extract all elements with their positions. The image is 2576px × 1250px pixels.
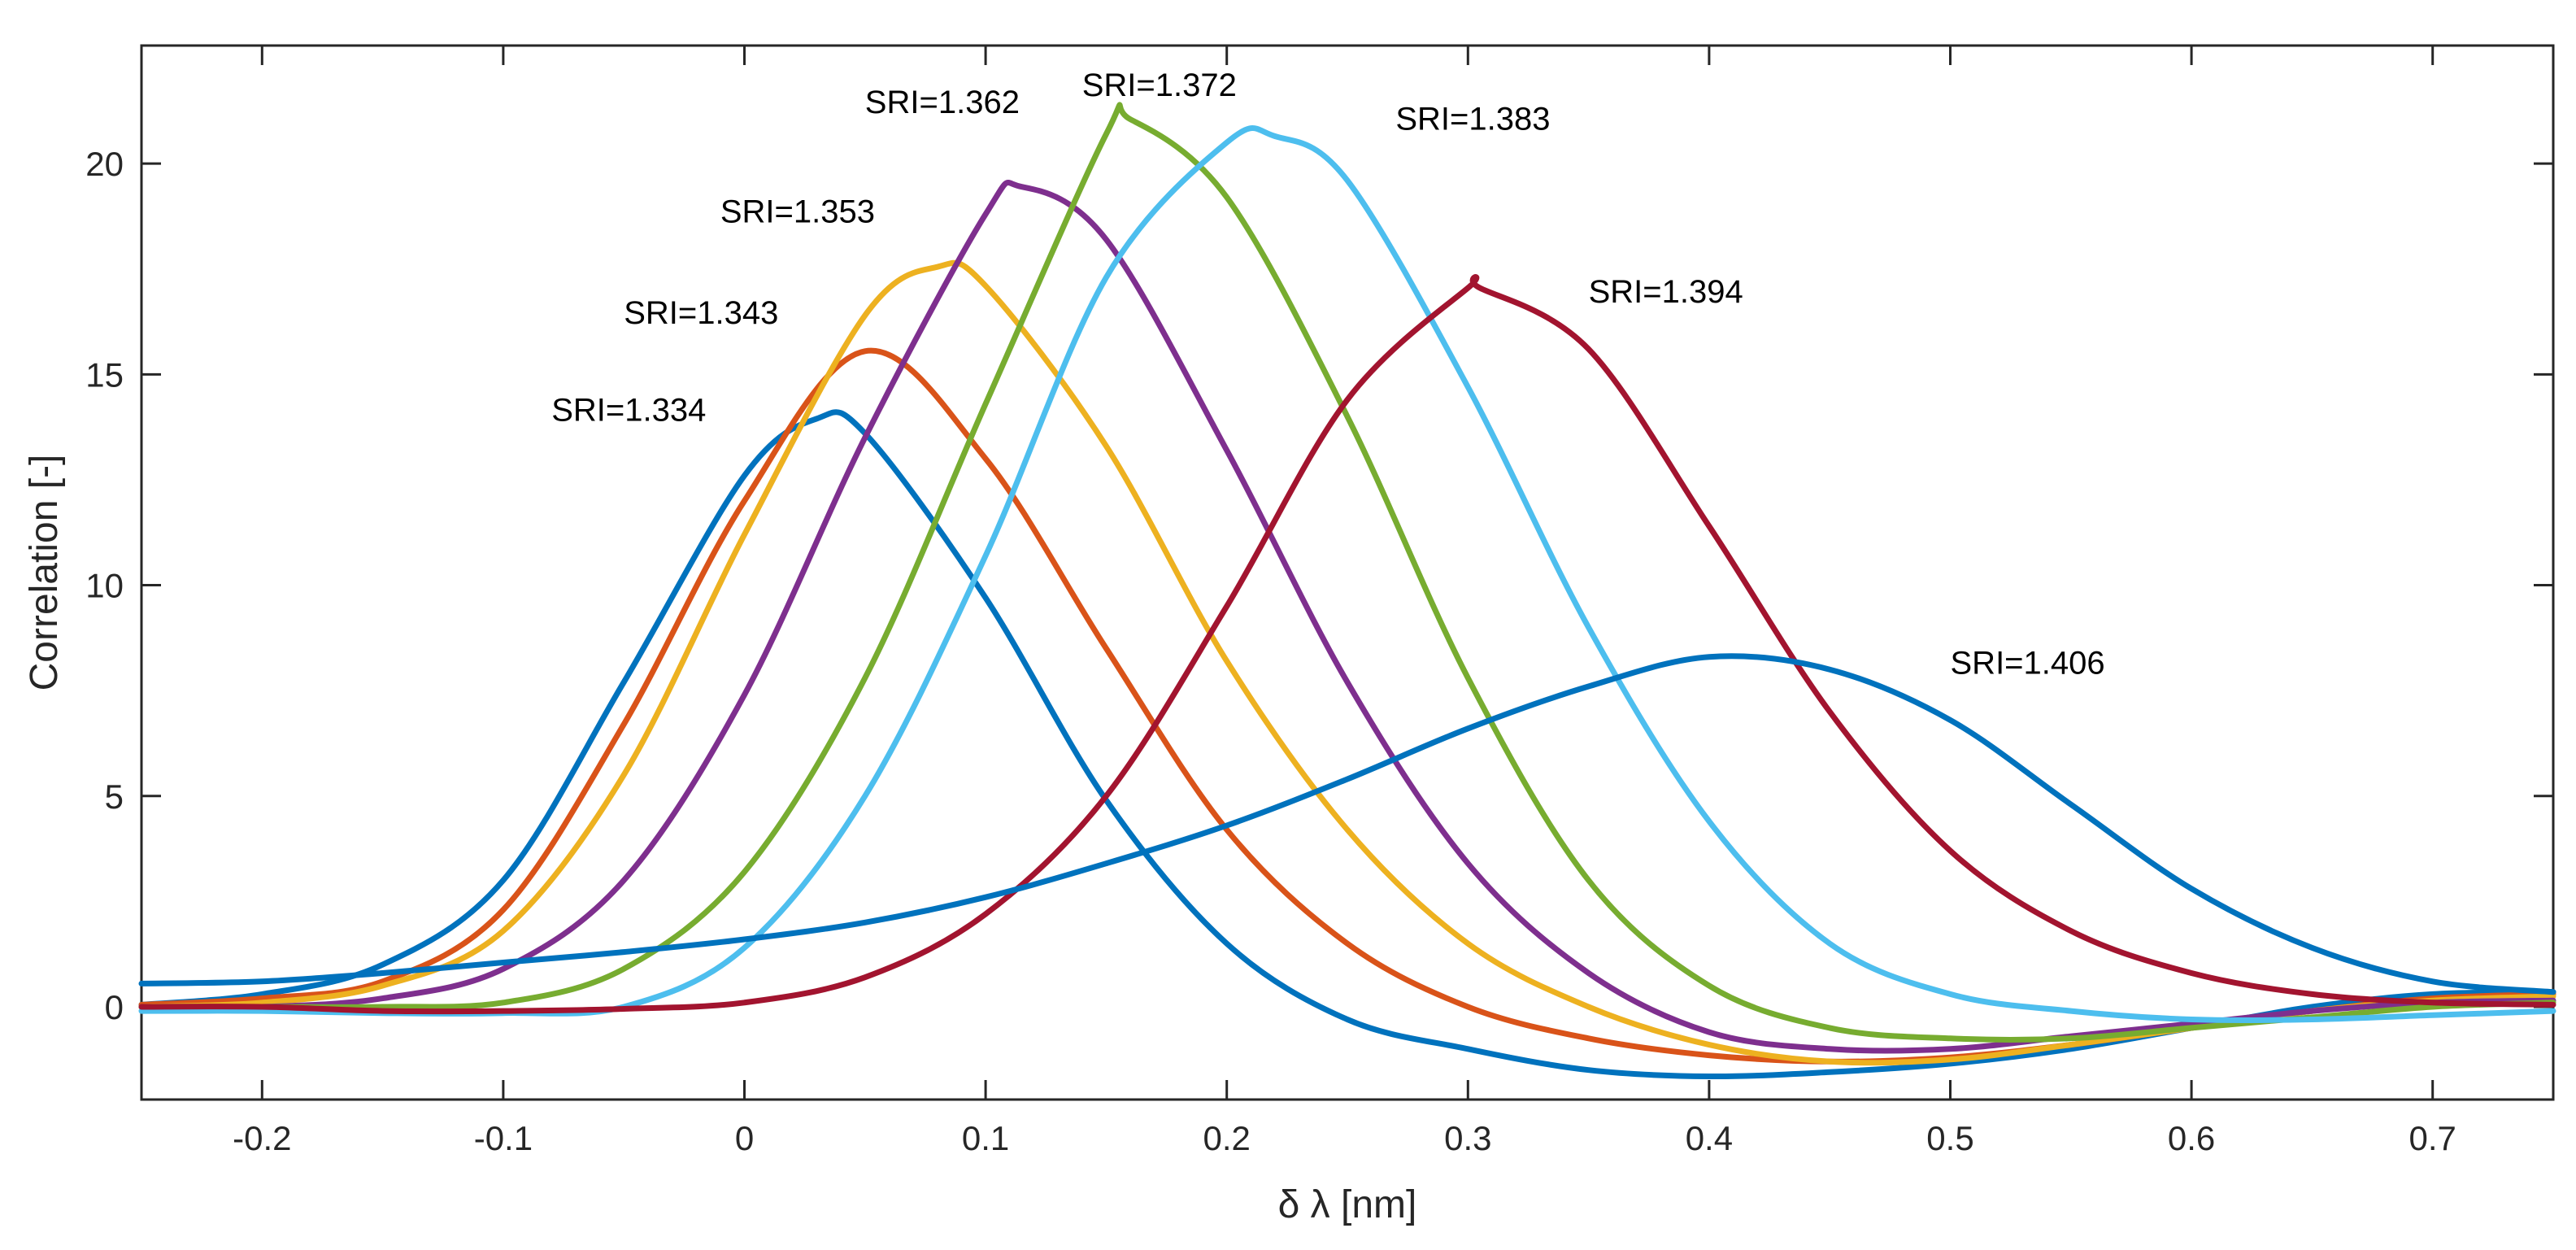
x-axis-ticks: -0.2 -0.1 0 0.1 0.2 0.3 0.4 0.5 0.6 0.7 (233, 46, 2456, 1157)
x-tick-label: 0.7 (2409, 1119, 2456, 1157)
series-line-1353 (138, 259, 2556, 1066)
series-lines (138, 102, 2556, 1080)
x-tick-label: 0.6 (2168, 1119, 2215, 1157)
series-line-1372 (138, 102, 2556, 1043)
x-tick-label: -0.2 (233, 1119, 291, 1157)
series-annotation: SRI=1.353 (720, 194, 875, 230)
series-line-1406 (138, 653, 2556, 995)
y-tick-label: 5 (105, 777, 124, 816)
y-axis-ticks: 0 5 10 15 20 (85, 145, 2553, 1026)
series-annotation: SRI=1.383 (1395, 102, 1550, 137)
x-tick-label: 0.1 (962, 1119, 1009, 1157)
y-tick-label: 10 (85, 567, 124, 605)
x-tick-label: 0.5 (1926, 1119, 1973, 1157)
x-tick-label: -0.1 (474, 1119, 533, 1157)
series-annotation: SRI=1.343 (624, 295, 778, 331)
series-line-1334 (138, 409, 2556, 1080)
series-annotations: SRI=1.334 SRI=1.343 SRI=1.353 SRI=1.362 SRI=… (551, 68, 2104, 681)
x-tick-label: 0.4 (1686, 1119, 1733, 1157)
y-tick-label: 20 (85, 145, 124, 183)
series-annotation: SRI=1.334 (551, 392, 706, 428)
x-axis-title: δ λ [nm] (1278, 1183, 1417, 1226)
x-tick-label: 0.2 (1203, 1119, 1251, 1157)
y-tick-label: 15 (85, 355, 124, 394)
series-annotation: SRI=1.362 (865, 85, 1020, 120)
y-axis-title: Correlation [-] (23, 455, 66, 691)
x-tick-label: 0.3 (1444, 1119, 1491, 1157)
series-annotation: SRI=1.372 (1082, 68, 1237, 103)
plot-area (140, 44, 2555, 1101)
y-tick-label: 0 (105, 988, 124, 1026)
series-line-1394 (138, 274, 2556, 1015)
series-annotation: SRI=1.406 (1951, 645, 2105, 681)
series-annotation: SRI=1.394 (1589, 274, 1743, 310)
x-tick-label: 0 (735, 1119, 754, 1157)
